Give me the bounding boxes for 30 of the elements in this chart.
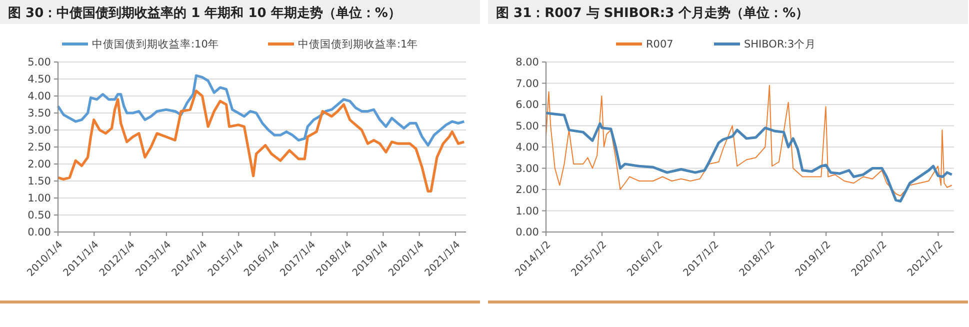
legend-label: SHIBOR:3个月 bbox=[744, 38, 816, 51]
y-tick-label: 4.50 bbox=[28, 74, 51, 86]
y-tick-label: 2.00 bbox=[28, 158, 51, 171]
y-tick-label: 8.00 bbox=[516, 56, 539, 69]
y-tick-label: 4.00 bbox=[516, 142, 539, 154]
y-tick-label: 2.50 bbox=[28, 142, 51, 154]
y-tick-label: 1.00 bbox=[516, 205, 539, 218]
y-tick-label: 0.00 bbox=[28, 226, 51, 239]
legend-label: 中债国债到期收益率:1年 bbox=[298, 38, 418, 51]
y-tick-label: 4.00 bbox=[28, 90, 51, 103]
y-tick-label: 2.00 bbox=[516, 184, 539, 196]
y-tick-label: 7.00 bbox=[516, 78, 539, 90]
y-tick-label: 5.00 bbox=[516, 120, 539, 132]
y-tick-label: 3.00 bbox=[516, 162, 539, 175]
y-tick-label: 6.00 bbox=[516, 99, 539, 112]
y-tick-label: 5.00 bbox=[28, 56, 51, 69]
y-tick-label: 0.00 bbox=[516, 226, 539, 239]
line-series bbox=[546, 84, 952, 196]
chart-title: 图 30：中债国债到期收益率的 1 年期和 10 年期走势（单位：%） bbox=[8, 5, 401, 21]
line-series bbox=[56, 90, 466, 192]
line-series bbox=[544, 112, 954, 202]
chart-title: 图 31：R007 与 SHIBOR:3 个月走势（单位：%） bbox=[496, 5, 809, 21]
legend-label: R007 bbox=[646, 38, 674, 51]
y-tick-label: 1.50 bbox=[28, 176, 51, 188]
legend-label: 中债国债到期收益率:10年 bbox=[92, 38, 219, 51]
y-tick-label: 3.00 bbox=[28, 124, 51, 137]
y-tick-label: 3.50 bbox=[28, 108, 51, 120]
line-series bbox=[56, 74, 466, 147]
y-tick-label: 0.50 bbox=[28, 210, 51, 222]
y-tick-label: 1.00 bbox=[28, 192, 51, 205]
